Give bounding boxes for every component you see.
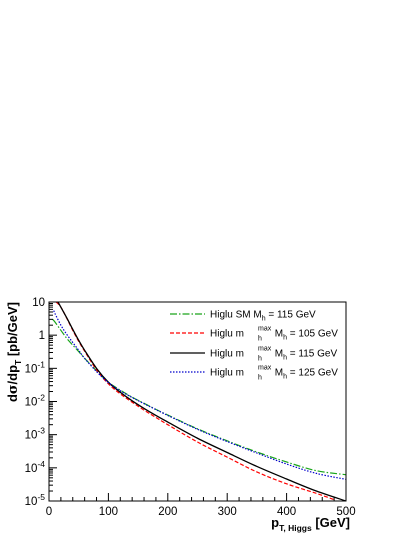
y-tick-base: 10 bbox=[25, 363, 38, 375]
x-tick-label-2: 200 bbox=[158, 506, 177, 518]
x-tick-label-4: 400 bbox=[277, 506, 296, 518]
legend-text: M bbox=[272, 349, 283, 360]
series-line-0 bbox=[52, 318, 346, 476]
axis-titles: pT, Higgs [GeV] dσ/dpT [pb/GeV] bbox=[5, 302, 350, 533]
y-title-subscript: T bbox=[13, 359, 23, 365]
y-tick-label-4: 10-1 bbox=[25, 359, 46, 375]
legend-superscript: max bbox=[258, 346, 272, 353]
series-line-3 bbox=[53, 310, 346, 480]
legend-text: = 115 GeV bbox=[266, 310, 316, 321]
y-tick-label-1: 10-4 bbox=[25, 459, 46, 475]
y-tick-exponent: -2 bbox=[37, 393, 45, 403]
legend-label-1: Higlu m max h Mh = 105 GeV bbox=[210, 326, 338, 343]
y-title-unit: [pb/GeV] bbox=[5, 302, 20, 360]
legend-text: Higlu SM M bbox=[210, 310, 262, 321]
x-axis-title: pT, Higgs [GeV] bbox=[271, 515, 350, 533]
x-tick-label-5: 500 bbox=[336, 506, 355, 518]
x-title-main: p bbox=[271, 515, 279, 530]
y-tick-label-0: 10-5 bbox=[25, 492, 46, 508]
legend-subscript: h bbox=[262, 316, 266, 323]
y-tick-exponent: -3 bbox=[37, 426, 45, 436]
legend-label-2: Higlu m max h Mh = 115 GeV bbox=[210, 346, 337, 363]
series-line-2 bbox=[57, 302, 346, 501]
legend-subscript: h bbox=[283, 335, 287, 342]
legend-subscript: h bbox=[258, 336, 262, 343]
y-tick-base: 10 bbox=[25, 430, 38, 442]
legend-subscript: h bbox=[258, 356, 262, 363]
x-axis-ticks: 0 100 200 300 400 500 bbox=[46, 493, 356, 518]
y-tick-base: 10 bbox=[25, 463, 38, 475]
y-tick-label-2: 10-3 bbox=[25, 426, 46, 442]
legend-superscript: max bbox=[258, 326, 272, 333]
legend-text: Higlu m bbox=[210, 349, 244, 360]
legend-text: = 125 GeV bbox=[287, 368, 338, 379]
y-tick-base: 10 bbox=[32, 297, 45, 309]
y-axis-title: dσ/dpT [pb/GeV] bbox=[5, 302, 23, 402]
legend-label-0: Higlu SM Mh = 115 GeV bbox=[210, 310, 316, 323]
legend-text: M bbox=[272, 368, 283, 379]
y-title-prefix: d bbox=[5, 394, 20, 402]
y-tick-base: 10 bbox=[25, 496, 38, 508]
x-tick-label-0: 0 bbox=[46, 506, 52, 518]
y-tick-base: 10 bbox=[25, 397, 38, 409]
legend-text: Higlu m bbox=[210, 329, 244, 340]
y-tick-label-5: 1 bbox=[39, 330, 45, 342]
legend-subscript: h bbox=[258, 375, 262, 382]
legend-text: M bbox=[272, 329, 283, 340]
legend-text: Higlu m bbox=[210, 368, 244, 379]
y-tick-label-3: 10-2 bbox=[25, 393, 46, 409]
x-tick-label-1: 100 bbox=[99, 506, 118, 518]
legend-label-3: Higlu m max h Mh = 125 GeV bbox=[210, 365, 338, 382]
x-title-subscript: T, Higgs bbox=[279, 523, 312, 533]
x-tick-label-3: 300 bbox=[218, 506, 237, 518]
y-title-main: /dp bbox=[5, 365, 20, 385]
plot-curves bbox=[52, 302, 346, 501]
legend-superscript: max bbox=[258, 365, 272, 372]
y-tick-exponent: -1 bbox=[37, 359, 45, 369]
legend-text: = 115 GeV bbox=[287, 349, 337, 360]
legend-subscript: h bbox=[283, 374, 287, 381]
y-tick-label-6: 10 bbox=[32, 297, 45, 309]
y-tick-exponent: -4 bbox=[37, 459, 45, 469]
y-title-sigma: σ bbox=[6, 384, 21, 394]
legend-subscript: h bbox=[283, 355, 287, 362]
legend-text: = 105 GeV bbox=[287, 329, 338, 340]
y-tick-base: 1 bbox=[39, 330, 45, 342]
x-title-unit: [GeV] bbox=[312, 515, 350, 530]
y-tick-exponent: -5 bbox=[37, 492, 45, 502]
